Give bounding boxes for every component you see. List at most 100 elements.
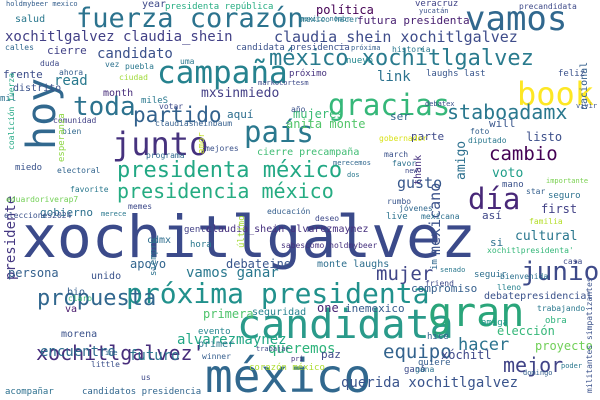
- cloud-word: seguro: [548, 191, 581, 201]
- cloud-word: vamos: [465, 0, 568, 39]
- cloud-word: gente: [184, 225, 212, 235]
- cloud-word: querida xochitlgalvez: [341, 375, 519, 391]
- cloud-word: debateine: [226, 257, 292, 271]
- cloud-word: mileS: [141, 96, 169, 106]
- cloud-word: foto: [470, 127, 490, 136]
- cloud-word: electoral: [57, 166, 101, 175]
- cloud-word: siempre: [149, 238, 159, 276]
- cloud-word: xochitlgalvez': [36, 341, 205, 365]
- cloud-word: us: [141, 373, 151, 382]
- cloud-word: junto: [112, 125, 209, 163]
- cloud-word: pri: [291, 355, 304, 363]
- cloud-word: cierre precampaña: [257, 147, 360, 158]
- cloud-word: partido: [133, 103, 222, 127]
- cloud-word: trabajar: [256, 345, 290, 353]
- cloud-word: seguridad: [252, 307, 307, 318]
- cloud-word: trabajando: [537, 304, 586, 313]
- cloud-word: acompañar: [5, 387, 54, 397]
- cloud-word: veracruz: [415, 0, 459, 9]
- cloud-word: little: [91, 360, 120, 369]
- cloud-word: equipo: [383, 341, 452, 363]
- cloud-word: año: [291, 105, 306, 114]
- cloud-word: frente: [3, 68, 43, 81]
- cloud-word: gana: [415, 365, 435, 374]
- cloud-word: cdmx: [147, 235, 172, 246]
- cloud-word: bien: [62, 127, 82, 136]
- cloud-word: alvarezmaynez: [177, 332, 287, 348]
- cloud-word: yucatán: [419, 7, 449, 15]
- cloud-word: casa: [563, 257, 583, 266]
- cloud-word: amiga: [481, 318, 509, 328]
- cloud-word: primera: [203, 307, 254, 321]
- cloud-word: xochitlpresidenta': [487, 246, 574, 255]
- cloud-word: mil: [0, 94, 17, 104]
- cloud-word: link: [377, 69, 411, 85]
- cloud-word: gobierno: [40, 206, 93, 219]
- cloud-word: candidata presidencia: [236, 43, 350, 53]
- cloud-word: futura presidenta: [357, 14, 470, 27]
- cloud-word: cambio: [489, 143, 558, 165]
- cloud-word: compromiso: [411, 282, 478, 295]
- cloud-word: jóvenes: [399, 204, 433, 213]
- cloud-word: anita monte: [286, 117, 366, 131]
- cloud-word: morena: [61, 329, 98, 340]
- cloud-word: holdmybeer mexico: [6, 0, 78, 8]
- cloud-word: mano: [502, 180, 524, 190]
- cloud-word: queremos: [268, 341, 336, 357]
- cloud-word: corazón méxico: [249, 363, 325, 373]
- cloud-word: día: [468, 182, 521, 216]
- cloud-word: senado: [440, 266, 466, 274]
- cloud-word: coalición fuerza: [7, 72, 16, 150]
- cloud-word: inemexico: [345, 302, 405, 315]
- cloud-word: hora: [190, 240, 212, 250]
- cloud-word: diputado: [468, 136, 507, 145]
- cloud-word: proyecto: [535, 339, 593, 353]
- cloud-word: méxico xochitlgalvez: [269, 46, 534, 71]
- cloud-word: esperanza: [57, 113, 67, 162]
- cloud-word: mujer: [376, 263, 434, 285]
- cloud-word: seguir: [474, 270, 507, 280]
- cloud-word: vamos ganar: [186, 265, 279, 281]
- cloud-word: candidatos presidencia: [82, 387, 202, 397]
- cloud-word: debatex: [425, 100, 455, 108]
- cloud-word: gracias: [328, 88, 451, 122]
- cloud-word: encuentro: [40, 344, 116, 360]
- cloud-word: cierre: [47, 44, 87, 57]
- cloud-word: gusto: [397, 174, 443, 192]
- cloud-word: próximo: [289, 69, 327, 79]
- cloud-word: markocortesm: [258, 79, 309, 87]
- cloud-word: amigo: [454, 140, 469, 180]
- cloud-word: rumbo: [387, 197, 412, 206]
- cloud-word: ganó: [404, 365, 426, 375]
- cloud-word: month: [103, 88, 134, 99]
- cloud-word: laughs last: [426, 69, 486, 79]
- cloud-word: puebla: [125, 62, 154, 71]
- cloud-word: futuro: [129, 348, 180, 364]
- cloud-word: gran: [428, 290, 525, 336]
- cloud-word: apoyo: [130, 257, 167, 271]
- cloud-word: staboadamx: [447, 100, 568, 124]
- cloud-word: ciudad: [119, 73, 148, 82]
- cloud-word: último: [237, 215, 247, 248]
- cloud-word: cultural: [515, 229, 578, 244]
- cloud-word: will: [489, 117, 516, 130]
- cloud-word: campaña: [157, 55, 288, 91]
- cloud-word: toda: [73, 92, 136, 122]
- cloud-word: debatepresidencial: [484, 291, 593, 302]
- cloud-word: votar: [159, 102, 184, 111]
- cloud-word: elección: [497, 324, 555, 338]
- cloud-word: poder: [561, 362, 583, 370]
- cloud-word: distrito: [13, 83, 62, 94]
- cloud-word: elecciones2024: [4, 211, 72, 220]
- cloud-word: mxsinmiedo: [201, 86, 280, 101]
- cloud-word: precandidata: [519, 2, 577, 11]
- cloud-word: read: [54, 73, 88, 89]
- cloud-word: favorite: [70, 185, 109, 194]
- cloud-word: live: [386, 212, 408, 222]
- cloud-word: presidencia méxico: [117, 179, 334, 203]
- cloud-word: persona: [8, 266, 59, 280]
- cloud-word: ser: [390, 110, 410, 123]
- cloud-word: salud: [15, 14, 46, 25]
- cloud-word: primer: [198, 339, 235, 350]
